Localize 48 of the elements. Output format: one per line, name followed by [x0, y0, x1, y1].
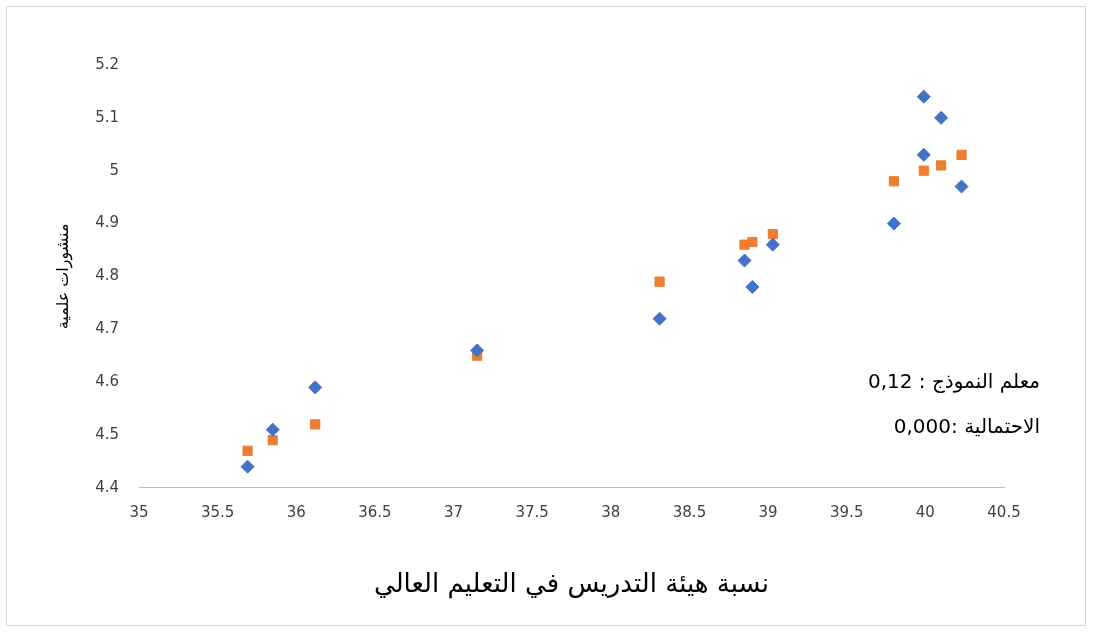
x-tick-label: 37 [444, 502, 464, 521]
y-axis-title: منشورات علمية [52, 223, 73, 330]
point [308, 380, 323, 395]
y-tick-label: 4.4 [95, 477, 120, 496]
point [470, 343, 485, 358]
y-tick-label: 5.2 [95, 54, 120, 73]
point [267, 435, 278, 446]
point [242, 445, 253, 456]
annotation: معلم النموذج : 0,12 [867, 369, 1040, 394]
x-tick-label: 35.5 [200, 502, 235, 521]
x-axis-title: نسبة هيئة التدريس في التعليم العالي [374, 568, 770, 600]
y-tick-label: 4.6 [95, 371, 120, 390]
point [918, 165, 929, 176]
x-tick-label: 38 [601, 502, 621, 521]
x-tick-label: 37.5 [515, 502, 549, 521]
y-tick-label: 5.1 [95, 107, 120, 126]
x-tick-label: 40.5 [987, 502, 1021, 521]
y-tick-label: 4.7 [95, 319, 120, 338]
x-tick-label: 39 [758, 502, 778, 521]
y-tick-label: 5 [109, 160, 120, 179]
annotation: الاحتمالية :0,000 [893, 414, 1040, 439]
point [654, 276, 665, 287]
point [916, 89, 931, 104]
x-tick-label: 40 [915, 502, 935, 521]
point [954, 179, 969, 194]
y-tick-label: 4.8 [95, 266, 120, 285]
point [737, 253, 752, 268]
point [886, 216, 901, 231]
point [745, 279, 760, 294]
point [310, 419, 321, 430]
x-tick-label: 36 [286, 502, 306, 521]
x-tick-label: 38.5 [672, 502, 707, 521]
x-tick-label: 39.5 [830, 502, 864, 521]
y-tick-label: 4.9 [95, 213, 120, 232]
point [956, 149, 967, 160]
point [936, 160, 947, 171]
point [652, 311, 667, 326]
point [888, 176, 900, 187]
point [767, 229, 778, 240]
x-tick-label: 36.5 [358, 502, 392, 521]
point [747, 236, 758, 248]
point [240, 459, 255, 474]
point [916, 147, 931, 162]
y-tick-label: 4.5 [95, 424, 120, 443]
point [765, 237, 780, 252]
x-tick-label: 35 [129, 502, 149, 521]
point [265, 422, 280, 437]
point [934, 110, 949, 125]
